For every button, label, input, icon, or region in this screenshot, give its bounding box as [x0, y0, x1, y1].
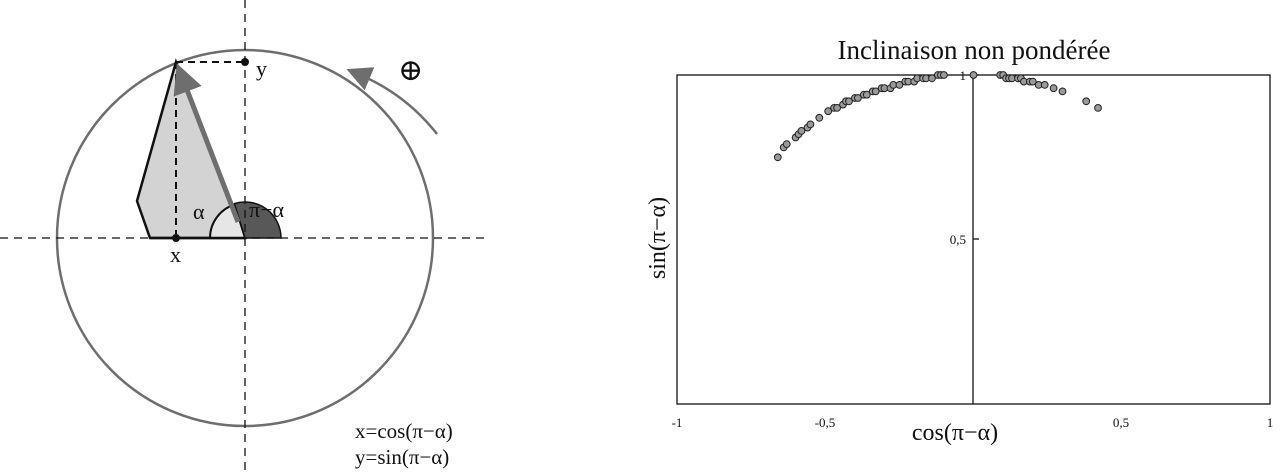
- x-tick-label-05: 0,5: [1113, 415, 1129, 430]
- formula-y: y=sin(π−α): [355, 445, 449, 469]
- data-points: [773, 71, 1102, 162]
- data-point: [895, 81, 904, 89]
- x-tick-label-neg1: -1: [672, 415, 683, 430]
- y-axis-label: sin(π−α): [645, 197, 671, 279]
- data-point: [928, 74, 936, 83]
- data-point: [824, 107, 833, 116]
- point-x: [172, 234, 180, 242]
- unit-circle-diagram: y x α π−α ⊕ x=cos(π−α) y=sin(π−α): [0, 0, 490, 476]
- data-point: [1040, 81, 1049, 89]
- positive-direction-icon: ⊕: [398, 54, 423, 87]
- data-point: [1049, 84, 1058, 93]
- data-point: [845, 97, 853, 106]
- data-point: [797, 126, 806, 135]
- rotation-direction-arrow: [346, 67, 438, 135]
- scatter-chart: Inclinaison non pondérée 0,5 1 -1 -0,5 0…: [645, 35, 1273, 446]
- label-pi-minus-alpha: π−α: [249, 197, 285, 222]
- label-y: y: [256, 56, 267, 81]
- x-axis-label: cos(π−α): [912, 420, 998, 446]
- label-x: x: [170, 242, 181, 267]
- x-tick-label-1: 1: [1267, 415, 1274, 430]
- data-point: [773, 153, 782, 162]
- data-point: [806, 120, 815, 129]
- chart-title: Inclinaison non pondérée: [838, 35, 1111, 65]
- data-point: [854, 94, 862, 102]
- vector-arrow: [173, 63, 241, 223]
- data-point: [862, 90, 871, 99]
- y-tick-label-1: 1: [960, 68, 967, 83]
- data-point: [871, 87, 880, 96]
- y-tick-label-05: 0,5: [950, 232, 966, 247]
- data-point: [815, 113, 824, 122]
- data-point: [1094, 104, 1102, 112]
- x-tick-label-neg05: -0,5: [815, 415, 836, 430]
- data-point: [1028, 77, 1037, 86]
- data-point: [1058, 87, 1067, 96]
- pi-minus-alpha-angle-arc: [233, 201, 282, 239]
- formula-x: x=cos(π−α): [355, 419, 453, 443]
- label-alpha: α: [193, 199, 205, 224]
- data-point: [969, 71, 978, 79]
- data-point: [1082, 97, 1091, 106]
- point-y: [241, 58, 249, 66]
- data-point: [940, 71, 948, 79]
- data-point: [833, 104, 841, 112]
- data-point: [782, 140, 791, 149]
